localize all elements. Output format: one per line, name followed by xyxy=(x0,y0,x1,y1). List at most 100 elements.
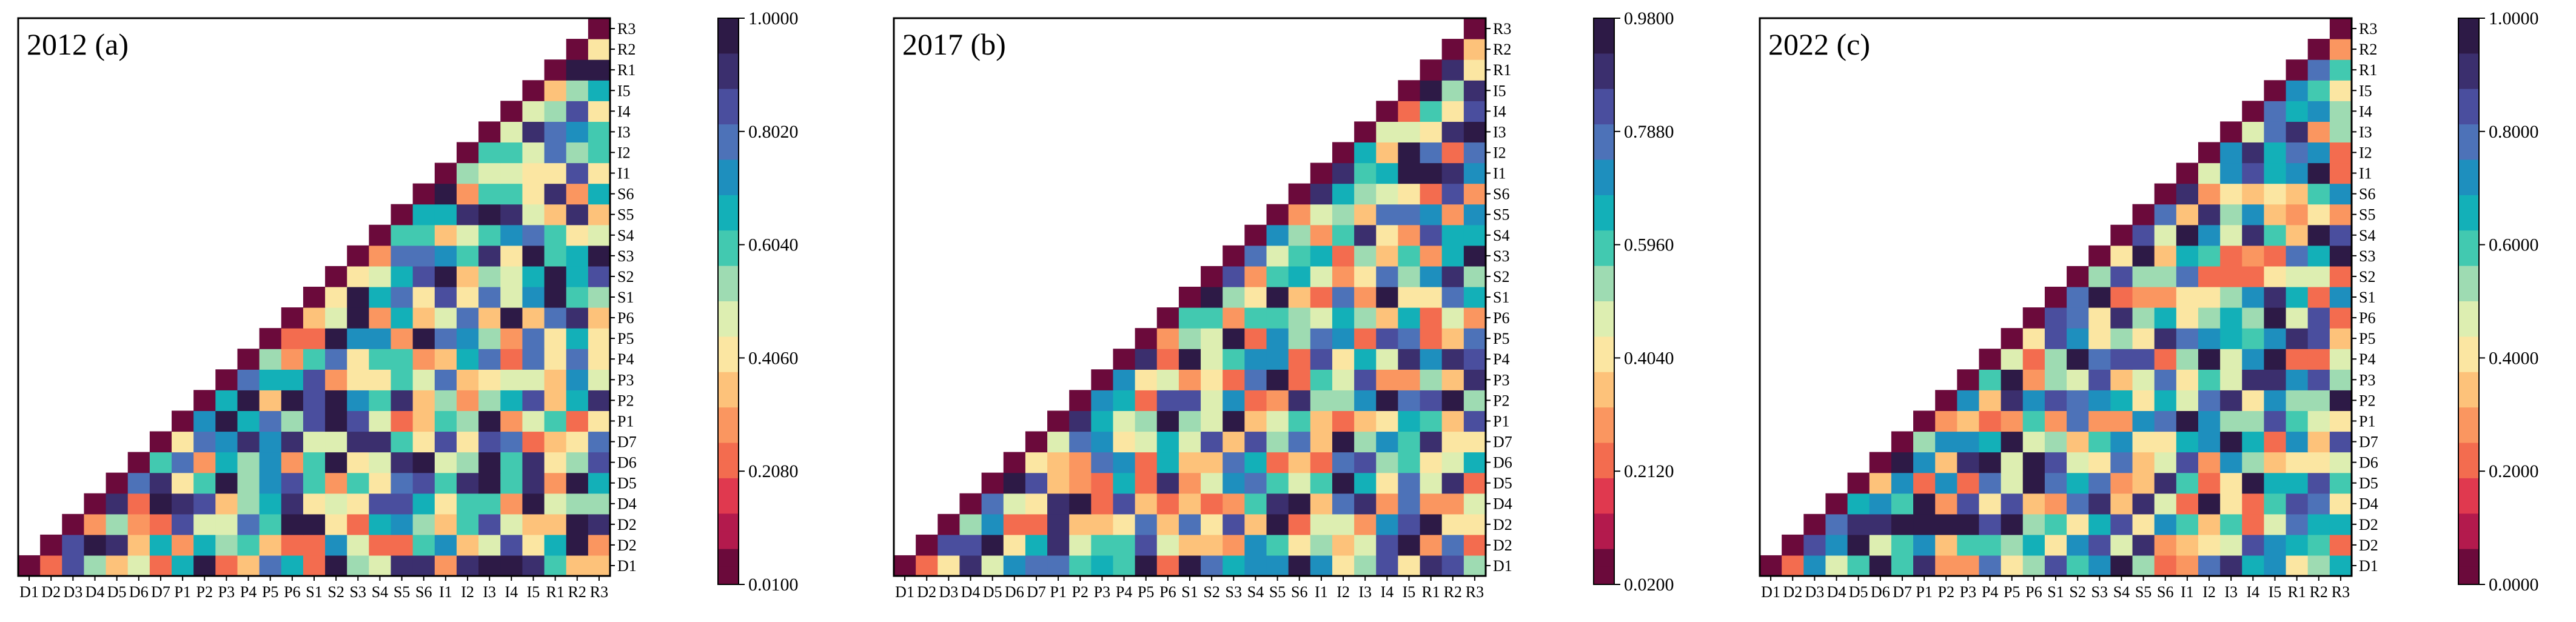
heatmap-cell xyxy=(1979,452,2002,473)
heatmap-cell xyxy=(2198,328,2221,349)
heatmap-cell xyxy=(149,493,172,515)
heatmap-cell xyxy=(1398,410,1421,432)
heatmap-cell xyxy=(500,328,523,349)
x-tick-label: S5 xyxy=(394,583,410,601)
heatmap-cell xyxy=(1441,390,1464,411)
heatmap-cell xyxy=(369,493,392,515)
heatmap-cell xyxy=(2176,390,2199,411)
heatmap-cell xyxy=(2264,142,2287,164)
heatmap-cell xyxy=(2022,410,2045,432)
heatmap-cell xyxy=(2176,410,2199,432)
heatmap-cell xyxy=(522,349,545,370)
heatmap-cell xyxy=(369,534,392,556)
heatmap-cell xyxy=(325,493,347,515)
heatmap-cell xyxy=(2329,80,2352,101)
heatmap-cell xyxy=(2286,162,2309,184)
x-tick-label: I4 xyxy=(505,583,518,601)
heatmap-cell xyxy=(2198,534,2221,556)
colorbar-segment xyxy=(1594,531,1614,550)
heatmap-cell xyxy=(259,513,282,535)
heatmap-cell xyxy=(434,472,457,494)
heatmap-cell xyxy=(1223,493,1245,515)
heatmap-cell xyxy=(391,513,414,535)
heatmap-cell xyxy=(1441,183,1464,205)
y-tick-label: P4 xyxy=(617,350,634,368)
heatmap-cell xyxy=(478,183,501,205)
heatmap-cell xyxy=(478,452,501,473)
heatmap-cell xyxy=(325,513,347,535)
heatmap-cell xyxy=(1398,369,1421,390)
heatmap-cell xyxy=(1354,204,1377,226)
heatmap-cell xyxy=(500,452,523,473)
heatmap-cell xyxy=(566,472,589,494)
heatmap-cell xyxy=(2242,328,2265,349)
heatmap-cell xyxy=(1913,452,1936,473)
heatmap-cell xyxy=(2154,369,2177,390)
heatmap-cell xyxy=(2307,513,2330,535)
heatmap-cell xyxy=(1441,204,1464,226)
colorbar-segment xyxy=(1594,549,1614,567)
heatmap-cell xyxy=(2022,431,2045,453)
x-tick-label: S6 xyxy=(2157,583,2173,601)
heatmap-cell xyxy=(1979,410,2002,432)
heatmap-cell xyxy=(566,245,589,267)
heatmap-cell xyxy=(2088,328,2111,349)
heatmap-cell xyxy=(522,513,545,535)
heatmap-cell xyxy=(1398,245,1421,267)
y-tick-label: S3 xyxy=(617,247,634,265)
colorbar-segment xyxy=(718,460,739,479)
heatmap-cell xyxy=(1441,493,1464,515)
heatmap-cell xyxy=(1201,328,1223,349)
heatmap-cell xyxy=(1803,534,1826,556)
heatmap-cell xyxy=(2176,204,2199,226)
heatmap-cell xyxy=(1201,452,1223,473)
heatmap-cell xyxy=(2132,410,2155,432)
heatmap-cell xyxy=(1069,493,1092,515)
heatmap-cell xyxy=(1310,472,1333,494)
colorbar-segment xyxy=(718,53,739,72)
heatmap-cell xyxy=(500,431,523,453)
heatmap-cell xyxy=(1244,410,1267,432)
colorbar-tick-label: 0.2120 xyxy=(1624,461,1674,481)
heatmap-cell xyxy=(2329,493,2352,515)
heatmap-cell xyxy=(588,59,611,81)
heatmap-cell xyxy=(456,266,479,287)
heatmap-cell xyxy=(259,431,282,453)
heatmap-cell xyxy=(1441,101,1464,122)
heatmap-cell xyxy=(84,555,107,577)
heatmap-cell xyxy=(303,307,326,329)
heatmap-cell xyxy=(1869,452,1892,473)
heatmap-cell xyxy=(1047,534,1070,556)
colorbar-segment xyxy=(2458,531,2479,550)
heatmap-cell xyxy=(500,101,523,122)
heatmap-cell xyxy=(1244,431,1267,453)
colorbar-segment xyxy=(718,266,739,284)
colorbar-segment xyxy=(2458,177,2479,196)
heatmap-cell xyxy=(434,369,457,390)
heatmap-cell xyxy=(347,410,369,432)
heatmap-cell xyxy=(522,266,545,287)
heatmap-cell xyxy=(391,204,414,226)
y-tick-label: P2 xyxy=(1493,392,1509,409)
heatmap-cell xyxy=(434,245,457,267)
heatmap-cell xyxy=(1420,266,1443,287)
heatmap-cell xyxy=(2132,286,2155,308)
y-tick-label: I4 xyxy=(2359,102,2372,120)
heatmap-cell xyxy=(2286,101,2309,122)
heatmap-cell xyxy=(1025,513,1048,535)
heatmap-cell xyxy=(2329,39,2352,60)
heatmap-cell xyxy=(2176,369,2199,390)
x-tick-label: S4 xyxy=(372,583,388,601)
heatmap-cell xyxy=(1441,431,1464,453)
heatmap-cell xyxy=(1135,390,1158,411)
heatmap-cell xyxy=(412,452,435,473)
heatmap-cell xyxy=(522,142,545,164)
heatmap-cell xyxy=(1354,555,1377,577)
heatmap-cell xyxy=(2242,204,2265,226)
heatmap-cell xyxy=(2286,513,2309,535)
heatmap-cell xyxy=(303,390,326,411)
heatmap-cell xyxy=(1069,555,1092,577)
colorbar-segment xyxy=(718,283,739,302)
heatmap-cell xyxy=(456,452,479,473)
x-tick-label: S1 xyxy=(2047,583,2064,601)
